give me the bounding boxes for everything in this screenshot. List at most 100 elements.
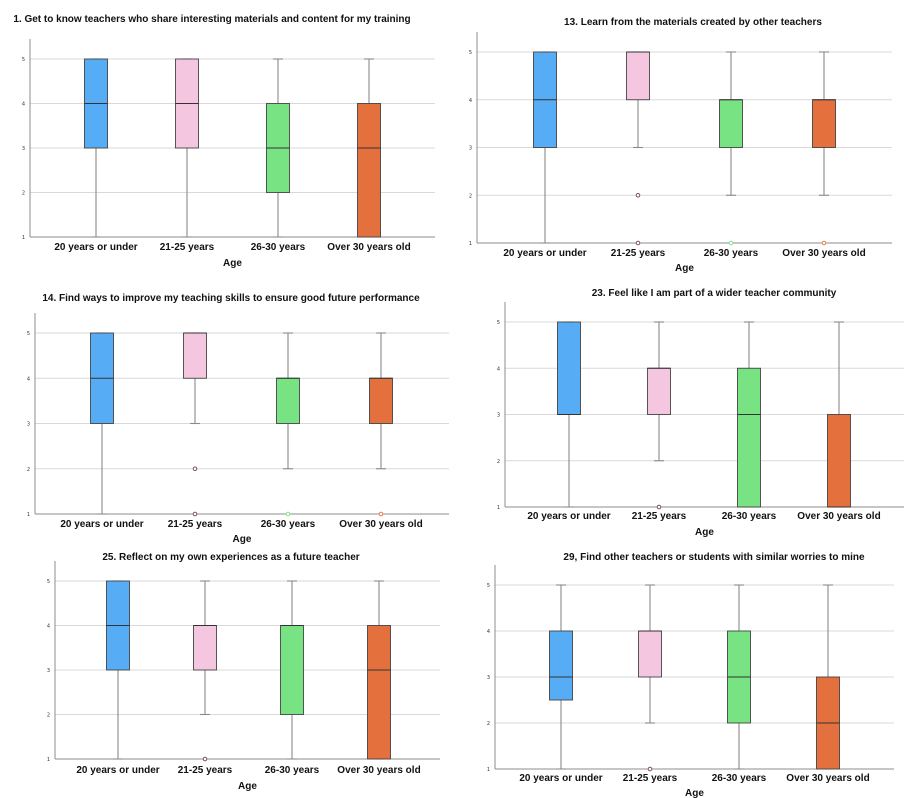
y-tick-label: 4 (27, 376, 30, 382)
y-tick-label: 1 (22, 235, 25, 241)
y-tick-label: 3 (22, 146, 25, 152)
y-tick-label: 2 (487, 721, 490, 727)
y-tick-label: 1 (27, 512, 30, 518)
x-tick-label: 26-30 years (712, 773, 767, 784)
outlier-point (192, 466, 198, 472)
iqr-box (193, 625, 217, 671)
x-tick-label: 21-25 years (160, 242, 215, 253)
box-over-30-years-old (816, 584, 840, 770)
x-tick-label: 26-30 years (704, 248, 759, 259)
chart-title: 13. Learn from the materials created by … (564, 17, 822, 28)
chart-panel-2: 13. Learn from the materials created by … (469, 17, 892, 274)
iqr-box (719, 99, 743, 148)
chart-panel-3: 14. Find ways to improve my teaching ski… (27, 293, 449, 545)
box-20-years-or-under (533, 51, 557, 244)
x-tick-label: 21-25 years (611, 248, 666, 259)
y-tick-label: 3 (487, 675, 490, 681)
x-tick-label: Over 30 years old (786, 773, 869, 784)
box-21-25-years (175, 58, 199, 238)
box-21-25-years (647, 321, 671, 510)
box-26-30-years (280, 580, 304, 760)
iqr-box (827, 414, 851, 508)
outlier-point (656, 504, 662, 510)
x-tick-label: 20 years or under (503, 248, 586, 259)
box-over-30-years-old (357, 58, 381, 238)
y-tick-label: 3 (469, 146, 472, 152)
outlier-point (821, 240, 827, 246)
iqr-box (557, 321, 581, 415)
x-tick-label: Over 30 years old (782, 248, 865, 259)
x-tick-label: 20 years or under (54, 242, 137, 253)
x-tick-label: 21-25 years (178, 765, 233, 776)
outlier-point (635, 240, 641, 246)
x-axis-label: Age (238, 781, 257, 792)
iqr-box (812, 99, 836, 148)
y-tick-label: 3 (47, 668, 50, 674)
box-20-years-or-under (106, 580, 130, 760)
box-26-30-years (727, 584, 751, 770)
outlier-point (635, 192, 641, 198)
iqr-box (737, 367, 761, 508)
box-26-30-years (266, 58, 290, 238)
x-tick-label: 26-30 years (261, 519, 316, 530)
x-tick-label: 21-25 years (632, 511, 687, 522)
chart-panel-5: 25. Reflect on my own experiences as a f… (47, 552, 440, 792)
chart-title: 1. Get to know teachers who share intere… (13, 14, 410, 25)
y-tick-label: 3 (27, 422, 30, 428)
box-21-25-years (193, 580, 217, 762)
iqr-box (280, 625, 304, 715)
y-tick-label: 3 (497, 413, 500, 419)
x-tick-label: Over 30 years old (327, 242, 410, 253)
y-tick-label: 5 (27, 331, 30, 337)
x-tick-label: 20 years or under (76, 765, 159, 776)
x-tick-label: 26-30 years (251, 242, 306, 253)
x-tick-label: 20 years or under (527, 511, 610, 522)
box-20-years-or-under (549, 584, 573, 770)
y-tick-label: 4 (487, 629, 490, 635)
iqr-box (549, 630, 573, 701)
box-over-30-years-old (367, 580, 391, 760)
box-26-30-years (737, 321, 761, 508)
box-20-years-or-under (557, 321, 581, 508)
y-tick-label: 4 (497, 366, 500, 372)
y-tick-label: 5 (497, 320, 500, 326)
x-tick-label: 21-25 years (168, 519, 223, 530)
x-axis-label: Age (233, 534, 252, 545)
x-tick-label: 20 years or under (519, 773, 602, 784)
iqr-box (638, 630, 662, 678)
outlier-point (202, 756, 208, 762)
chart-title: 23. Feel like I am part of a wider teach… (592, 288, 837, 299)
x-axis-label: Age (223, 258, 242, 269)
outlier-point (378, 511, 384, 517)
y-tick-label: 5 (47, 579, 50, 585)
outlier-point (192, 511, 198, 517)
box-26-30-years (719, 51, 743, 246)
iqr-box (357, 103, 381, 238)
iqr-box (276, 377, 300, 424)
y-tick-label: 1 (47, 757, 50, 763)
box-over-30-years-old (827, 321, 851, 508)
y-tick-label: 1 (497, 505, 500, 511)
box-21-25-years (626, 51, 650, 246)
x-axis-label: Age (695, 527, 714, 538)
chart-panel-1: 1. Get to know teachers who share intere… (13, 14, 435, 269)
x-tick-label: 26-30 years (265, 765, 320, 776)
outlier-point (647, 766, 653, 772)
y-tick-label: 1 (487, 767, 490, 773)
x-axis-label: Age (675, 263, 694, 274)
chart-title: 14. Find ways to improve my teaching ski… (42, 293, 420, 304)
box-21-25-years (183, 332, 207, 517)
box-20-years-or-under (84, 58, 108, 238)
x-tick-label: Over 30 years old (337, 765, 420, 776)
iqr-box (626, 51, 650, 101)
y-tick-label: 2 (469, 193, 472, 199)
x-tick-label: 21-25 years (623, 773, 678, 784)
y-tick-label: 2 (497, 459, 500, 465)
y-tick-label: 2 (47, 713, 50, 719)
y-tick-label: 1 (469, 241, 472, 247)
chart-title: 29, Find other teachers or students with… (563, 552, 865, 563)
x-axis-label: Age (685, 788, 704, 798)
chart-panel-4: 23. Feel like I am part of a wider teach… (497, 288, 904, 538)
y-tick-label: 5 (469, 50, 472, 56)
